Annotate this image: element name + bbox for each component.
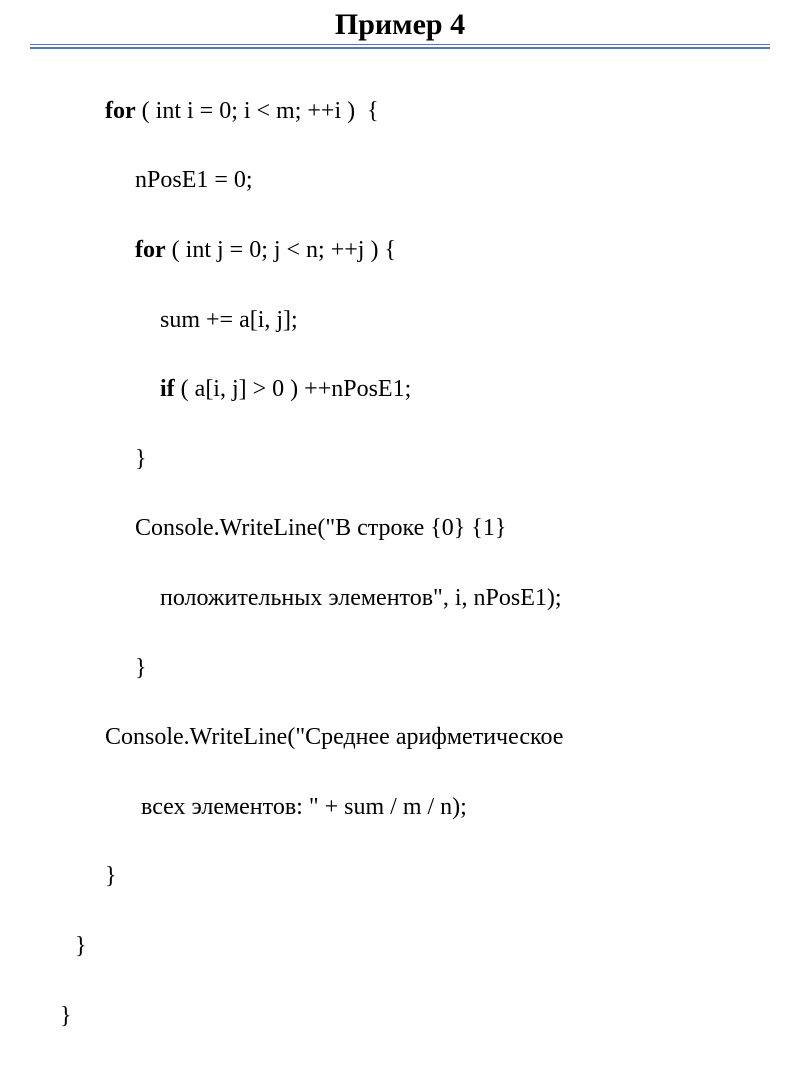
- keyword-if: if: [160, 376, 175, 402]
- code-line: sum += a[i, j];: [30, 303, 800, 338]
- code-block: for ( int i = 0; i < m; ++i ) { nPosE1 =…: [0, 59, 800, 1068]
- divider-top: [30, 44, 770, 45]
- keyword-for: for: [105, 98, 136, 124]
- code-line: for ( int j = 0; j < n; ++j ) {: [30, 233, 800, 268]
- code-text: ( int i = 0; i < m; ++i ) {: [136, 98, 379, 124]
- code-line: }: [30, 859, 800, 894]
- code-line: }: [30, 442, 800, 477]
- code-line: положительных элементов", i, nPosE1);: [30, 581, 800, 616]
- code-line: for ( int i = 0; i < m; ++i ) {: [30, 94, 800, 129]
- code-text: ( int j = 0; j < n; ++j ) {: [166, 237, 396, 263]
- code-line: }: [30, 651, 800, 686]
- code-line: if ( a[i, j] > 0 ) ++nPosE1;: [30, 372, 800, 407]
- code-line: Console.WriteLine("В строке {0} {1}: [30, 511, 800, 546]
- code-text: ( a[i, j] > 0 ) ++nPosE1;: [175, 376, 412, 402]
- code-line: всех элементов: " + sum / m / n);: [30, 790, 800, 825]
- code-line: }: [30, 929, 800, 964]
- code-line: Console.WriteLine("Среднее арифметическо…: [30, 720, 800, 755]
- slide-title: Пример 4: [0, 8, 800, 42]
- code-line: }: [30, 999, 800, 1034]
- keyword-for: for: [135, 237, 166, 263]
- code-line: nPosE1 = 0;: [30, 163, 800, 198]
- divider-bottom: [30, 47, 770, 49]
